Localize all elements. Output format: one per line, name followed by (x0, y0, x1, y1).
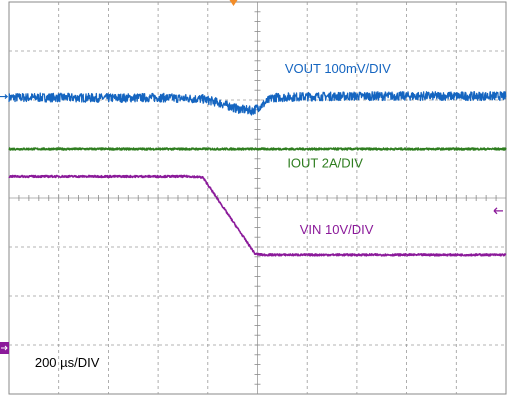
annotation-label: VOUT 100mV/DIV (285, 61, 391, 76)
vin-ground-arrow-icon (1, 345, 8, 351)
trace-vout (8, 91, 507, 116)
trace-iout (8, 147, 507, 151)
trigger-marker-icon (229, 0, 238, 6)
traces (8, 91, 507, 257)
annotation-label: IOUT 2A/DIV (287, 156, 363, 171)
trace-vin (8, 174, 507, 257)
annotation-label: VIN 10V/DIV (300, 222, 374, 237)
annotation-label: 200 µs/DIV (35, 355, 100, 370)
vout-ground-marker-icon (0, 94, 9, 99)
trigger-level-marker-icon (493, 207, 503, 215)
markers (0, 0, 503, 354)
labels: VOUT 100mV/DIV IOUT 2A/DIV VIN 10V/DIV 200 … (35, 61, 391, 370)
grid (8, 1, 507, 395)
